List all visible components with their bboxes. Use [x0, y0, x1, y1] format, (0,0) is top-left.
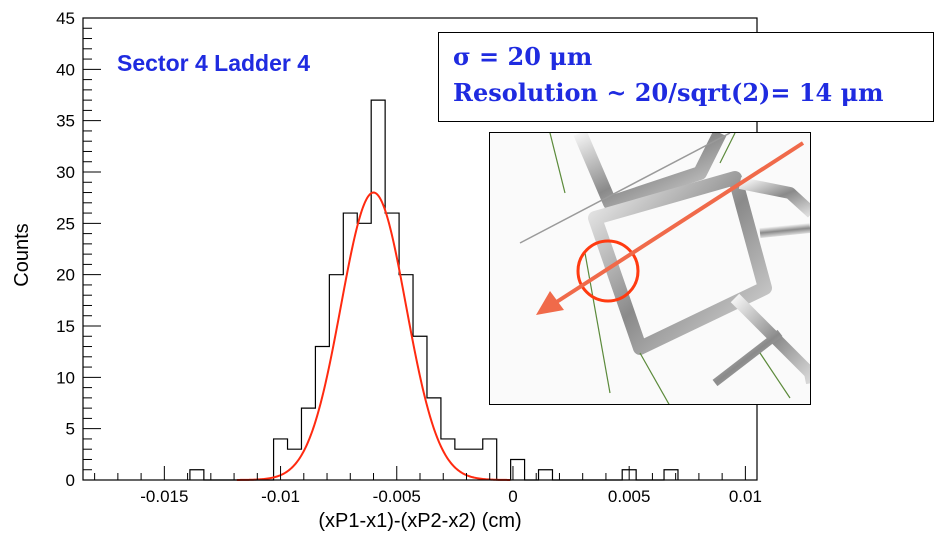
y-tick-label: 25 [56, 214, 75, 233]
sigma-text: σ = 20 μm [453, 42, 593, 71]
ladder-structure [573, 133, 810, 387]
x-tick-label: 0 [508, 487, 517, 506]
x-tick-label: -0.005 [373, 487, 421, 506]
resolution-annotation: σ = 20 μm Resolution ~ 20/sqrt(2)= 14 μm [438, 32, 934, 122]
direction-arrow-shaft [553, 141, 805, 305]
x-tick-label: -0.015 [140, 487, 188, 506]
highlight-circle [576, 239, 640, 303]
guide-line [519, 133, 731, 244]
x-tick-label: 0.005 [608, 487, 651, 506]
y-tick-label: 30 [56, 163, 75, 182]
x-tick-label: -0.01 [261, 487, 300, 506]
sensor-image-inset [489, 132, 811, 405]
y-tick-label: 15 [56, 317, 75, 336]
axes: -0.015 -0.01 -0.005 0 0.005 0.01 0 5 10 15 20 25 30 3… [56, 9, 762, 506]
y-tick-label: 35 [56, 112, 75, 131]
y-tick-label: 10 [56, 368, 75, 387]
y-tick-label: 40 [56, 60, 75, 79]
chart-title: Sector 4 Ladder 4 [117, 50, 310, 76]
fiber-strands [549, 133, 791, 404]
y-tick-label: 0 [66, 471, 75, 490]
y-tick-label: 20 [56, 266, 75, 285]
direction-arrow-head [536, 291, 564, 315]
y-tick-label: 45 [56, 9, 75, 28]
resolution-text: Resolution ~ 20/sqrt(2)= 14 μm [453, 78, 884, 107]
gaussian-fit-curve [236, 191, 511, 481]
y-axis-label: Counts [11, 223, 33, 286]
y-tick-label: 5 [66, 420, 75, 439]
x-tick-label: 0.01 [729, 487, 762, 506]
x-axis-label: (xP1-x1)-(xP2-x2) (cm) [318, 510, 521, 532]
